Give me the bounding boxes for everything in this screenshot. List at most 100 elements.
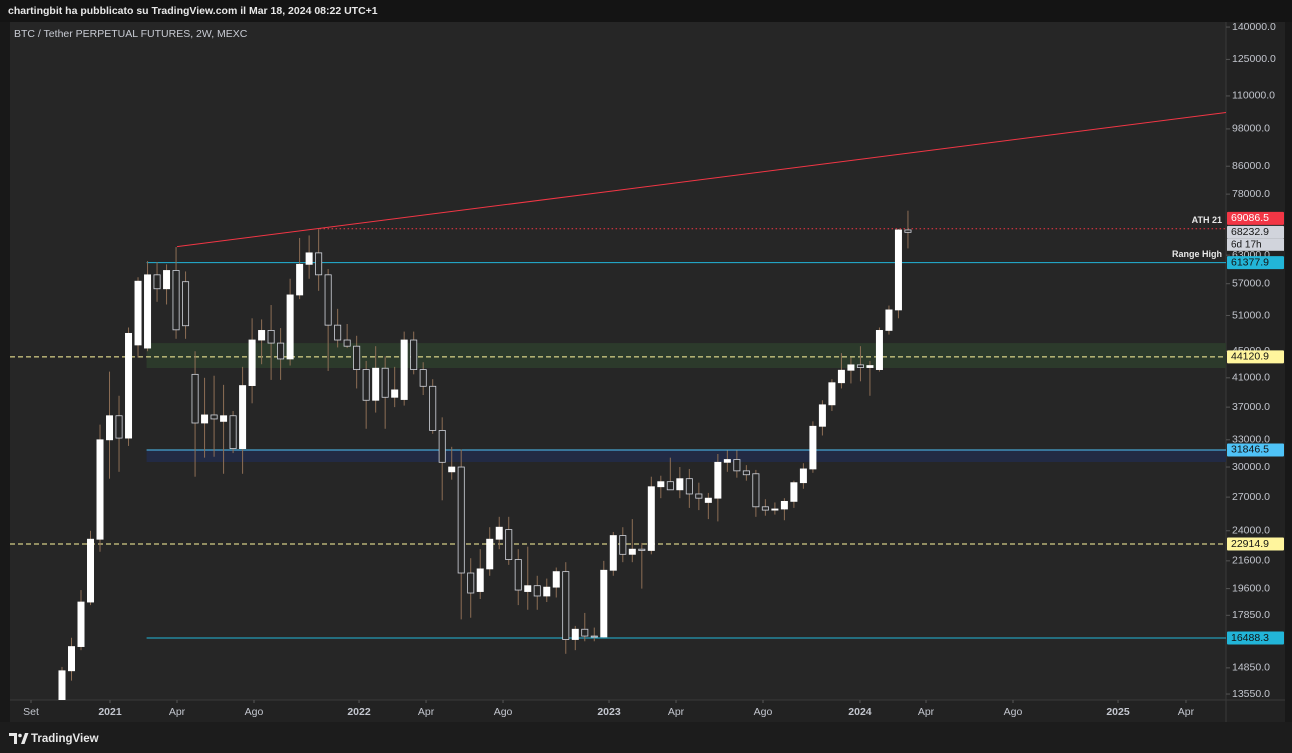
candle-body (657, 481, 665, 488)
x-tick-label: 2021 (98, 706, 122, 718)
candle-body (315, 252, 323, 276)
candle-body (619, 535, 627, 555)
candle-body (695, 493, 703, 499)
x-tick-label: Ago (494, 706, 513, 718)
candle-body (229, 415, 237, 449)
y-tick-label: 24000.0 (1232, 525, 1270, 537)
countdown: 6d 17h (1231, 239, 1262, 250)
candle-body (77, 601, 85, 647)
x-tick-label: Ago (1004, 706, 1023, 718)
candle-body (87, 538, 95, 603)
y-tick-label: 78000.0 (1232, 188, 1270, 200)
candle-body (239, 385, 247, 449)
candle-body (115, 415, 123, 439)
header-bar (0, 0, 1292, 22)
candle-body (543, 586, 551, 597)
level-price-label: 44120.9 (1231, 351, 1269, 363)
x-tick-label: Apr (668, 706, 685, 718)
candle-body (248, 339, 256, 386)
candle-body (552, 571, 560, 588)
candle-body (676, 478, 684, 491)
candle-body (457, 466, 465, 574)
level-price-label: 22914.9 (1231, 538, 1269, 550)
footer-brand: TradingView (31, 733, 99, 745)
y-tick-label: 13550.0 (1232, 688, 1270, 700)
header-text: chartingbit ha pubblicato su TradingView… (8, 5, 378, 17)
x-tick-label: Apr (418, 706, 435, 718)
x-tick-label: Apr (1178, 706, 1195, 718)
candle-body (134, 280, 142, 346)
y-tick-label: 41000.0 (1232, 372, 1270, 384)
candle-body (296, 263, 304, 296)
candle-body (600, 569, 608, 638)
candle-body (771, 508, 779, 511)
candle-body (685, 478, 693, 495)
zone (146, 343, 1226, 369)
candle-body (438, 430, 446, 463)
y-tick-label: 110000.0 (1232, 90, 1275, 102)
candle-body (372, 367, 380, 401)
candle-body (144, 274, 152, 349)
level-label: Range High (1172, 249, 1222, 259)
candle-body (714, 461, 722, 499)
y-tick-label: 86000.0 (1232, 160, 1270, 172)
candle-body (761, 506, 769, 511)
y-tick-label: 37000.0 (1232, 401, 1270, 413)
y-tick-label: 51000.0 (1232, 309, 1270, 321)
candle-body (571, 628, 579, 640)
level-price-label-box (1227, 631, 1284, 645)
countdown-box (1227, 238, 1284, 251)
candle-body (486, 538, 494, 570)
candle-body (723, 459, 731, 463)
candle-body (704, 497, 712, 503)
candle-body (286, 294, 294, 360)
level-price-label-box (1227, 350, 1284, 364)
candle-body (828, 382, 836, 406)
tradingview-logo (9, 733, 29, 744)
y-tick-label: 98000.0 (1232, 123, 1270, 135)
zone (146, 449, 1226, 463)
candle-body (67, 646, 75, 672)
y-tick-label: 14850.0 (1232, 662, 1270, 674)
x-tick-label: Ago (245, 706, 264, 718)
candle-body (514, 559, 522, 591)
candle-body (885, 309, 893, 331)
candle-body (780, 500, 788, 510)
x-tick-label: 2025 (1106, 706, 1130, 718)
y-tick-label: 33000.0 (1232, 434, 1270, 446)
candle-body (96, 439, 104, 540)
candle-body (448, 466, 456, 473)
candle-body (277, 342, 285, 360)
level-price-label-box (1227, 443, 1284, 457)
candle-body (410, 339, 418, 370)
candle-body (305, 252, 313, 265)
candle-body (733, 459, 741, 472)
candle-body (609, 535, 617, 571)
candle-body (172, 270, 180, 331)
candle-body (847, 364, 855, 371)
candle-body (638, 548, 646, 551)
candle-body (505, 529, 513, 560)
levels (10, 112, 1226, 639)
candle-body (495, 526, 503, 540)
candle-body (191, 373, 199, 424)
x-tick-label: 2022 (347, 706, 371, 718)
candle-body (590, 635, 598, 638)
y-tick-label: 17850.0 (1232, 609, 1270, 621)
x-tick-label: Apr (169, 706, 186, 718)
level-price-label: 16488.3 (1231, 632, 1269, 644)
candle-body (467, 572, 475, 594)
candle-body (533, 585, 541, 597)
candle-body (524, 585, 532, 592)
footer-bar (0, 722, 1292, 753)
candle-body (391, 389, 399, 398)
candle-body (742, 470, 750, 476)
candle-body (334, 324, 342, 341)
chart-title: BTC / Tether PERPETUAL FUTURES, 2W, MEXC (14, 28, 248, 40)
time-axis (10, 700, 1226, 722)
candle-body (818, 404, 826, 427)
level-price-label-box (1227, 211, 1284, 225)
candles (58, 210, 912, 700)
candle-body (267, 330, 275, 344)
